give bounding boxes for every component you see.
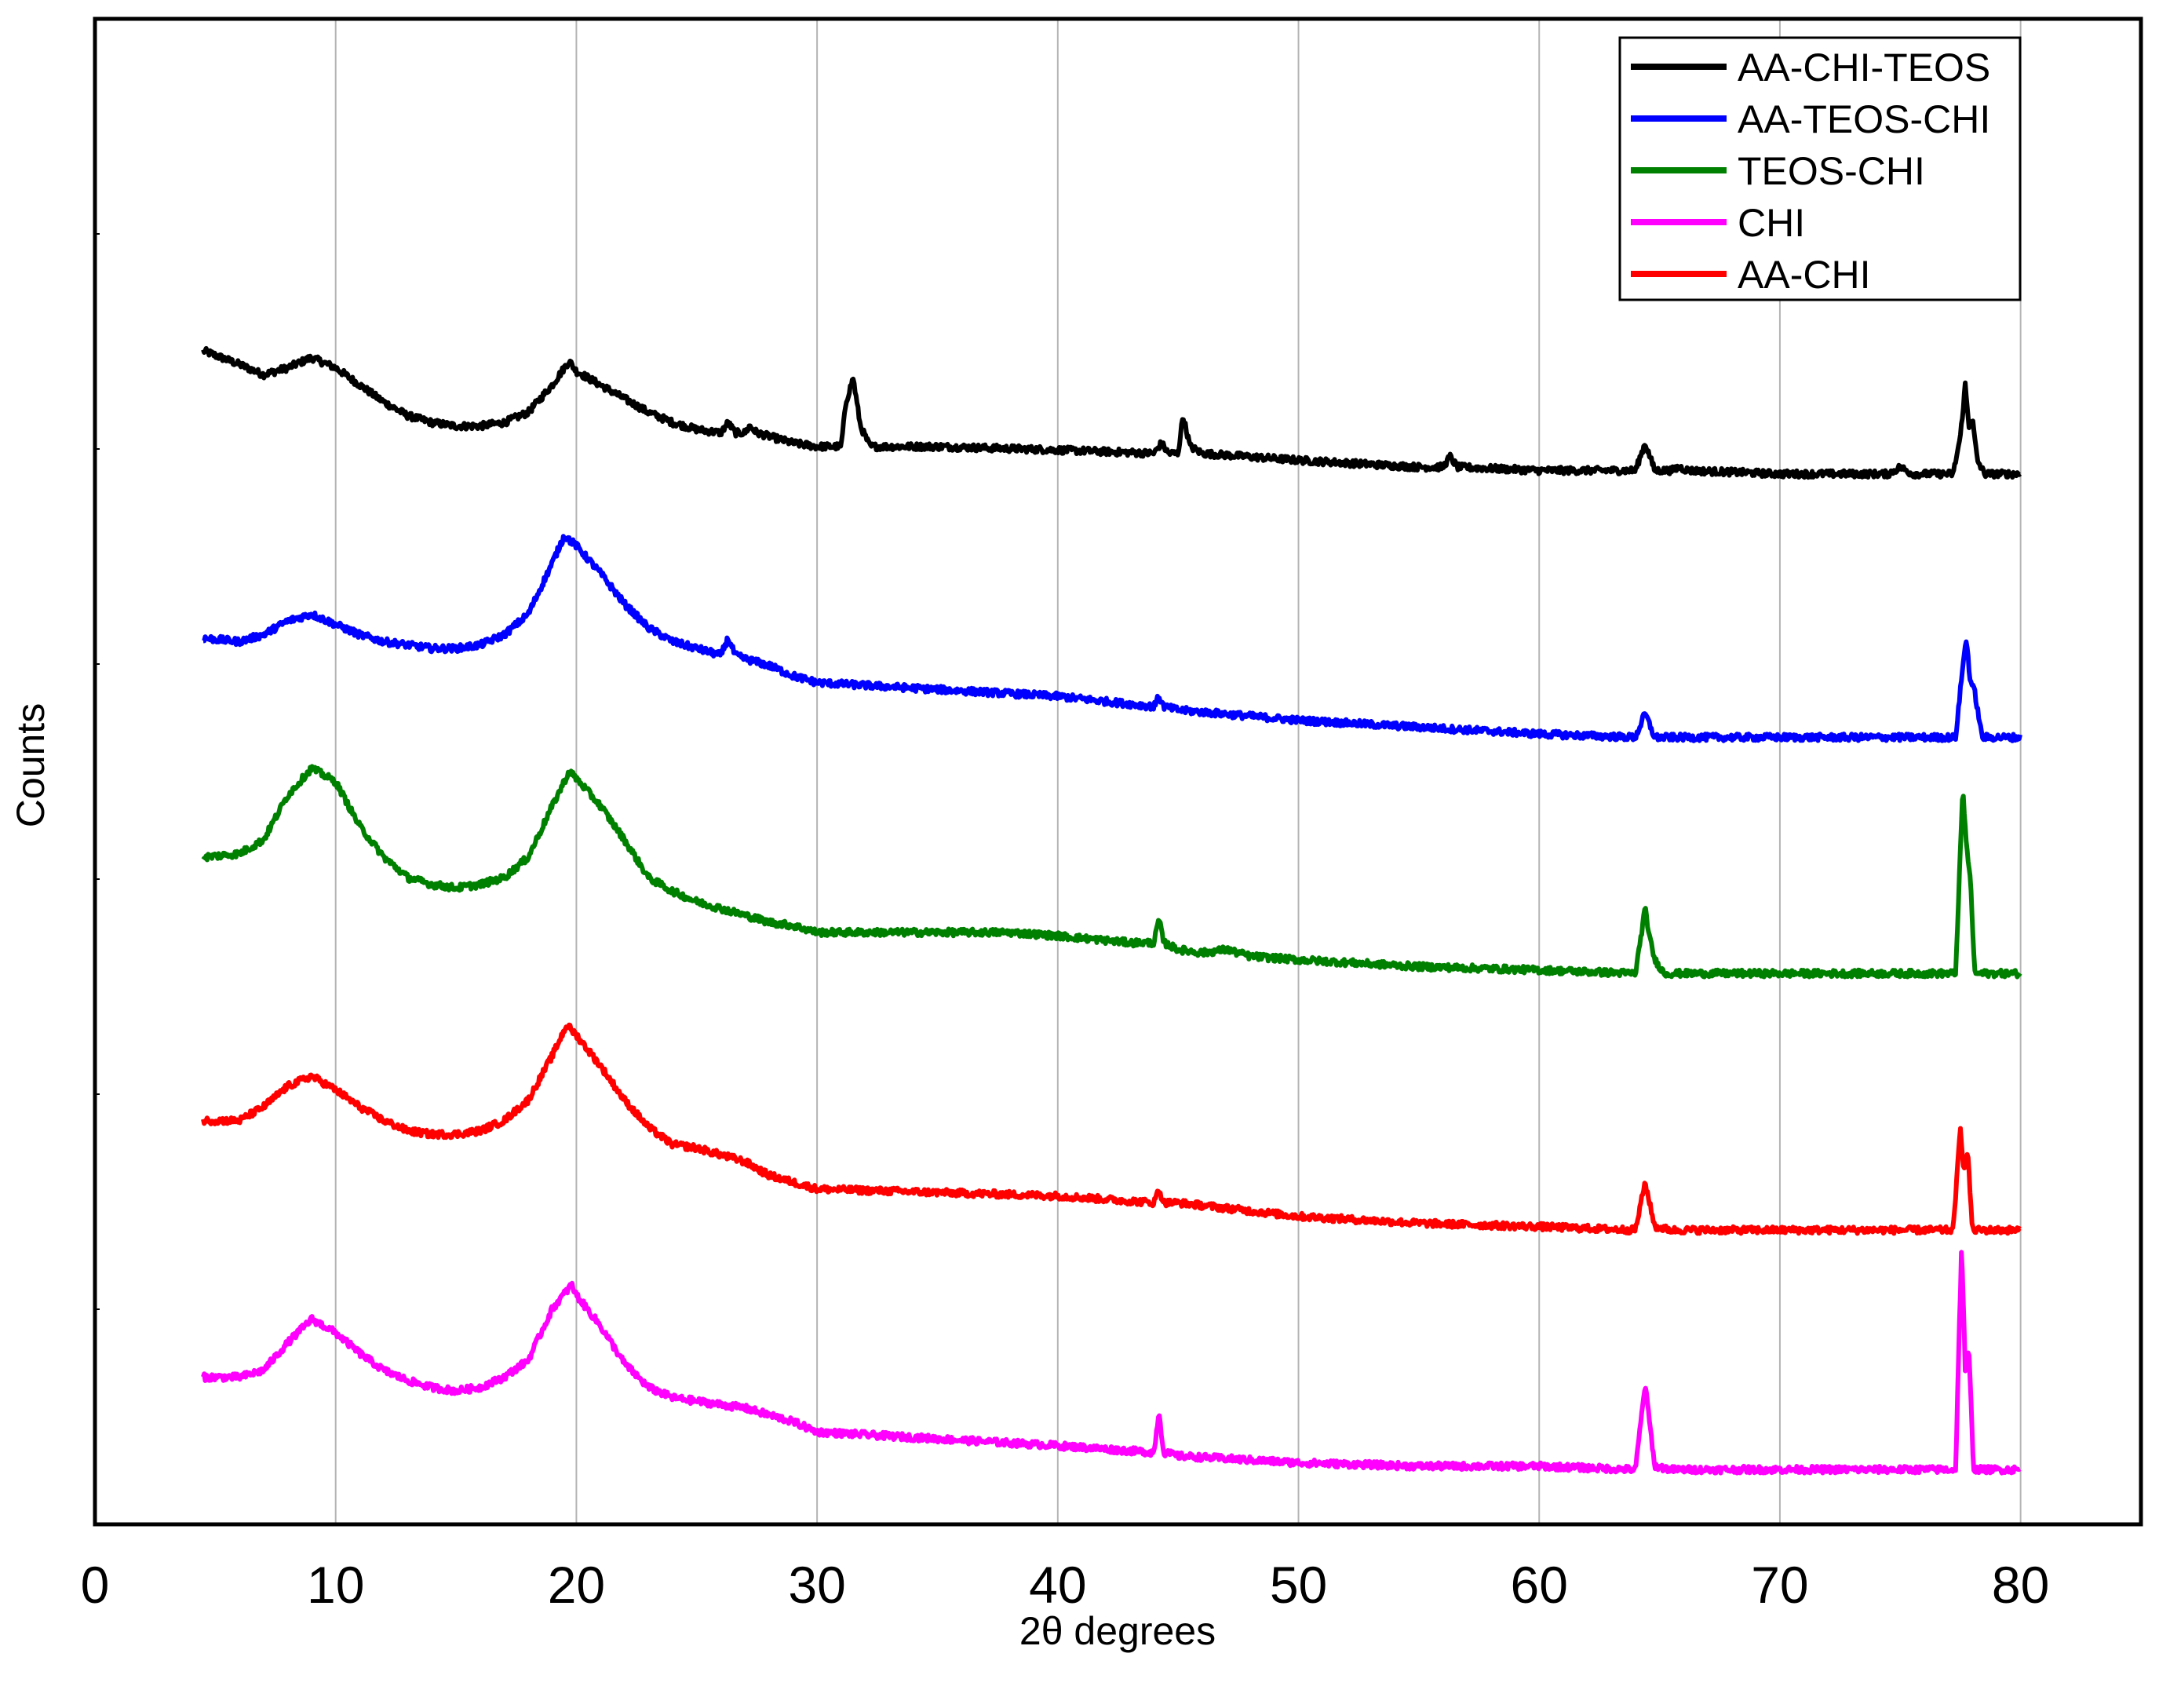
x-tick-label: 40 bbox=[1029, 1556, 1086, 1614]
x-tick-label: 30 bbox=[788, 1556, 845, 1614]
series-line-aa-chi-teos bbox=[201, 345, 2022, 480]
x-tick-label: 80 bbox=[1992, 1556, 2049, 1614]
legend: AA-CHI-TEOS AA-TEOS-CHI TEOS-CHI CHI AA-CHI bbox=[1618, 36, 2022, 301]
legend-label: TEOS-CHI bbox=[1738, 149, 1925, 193]
x-tick-label: 10 bbox=[307, 1556, 364, 1614]
series-line-aa-teos-chi bbox=[202, 534, 2022, 743]
legend-label: AA-CHI bbox=[1738, 253, 1870, 297]
x-tick-labels: 0 10 20 30 40 50 60 70 80 bbox=[81, 1556, 2050, 1614]
legend-label: AA-CHI-TEOS bbox=[1738, 46, 1990, 89]
series-line-chi bbox=[201, 1250, 2022, 1476]
series-line-teos-chi bbox=[201, 764, 2022, 980]
x-tick-label: 0 bbox=[81, 1556, 110, 1614]
legend-label: AA-TEOS-CHI bbox=[1738, 97, 1990, 141]
x-tick-label: 50 bbox=[1270, 1556, 1327, 1614]
series-group bbox=[201, 345, 2022, 1476]
y-tick-marks bbox=[95, 18, 100, 1525]
y-axis-label: Counts bbox=[9, 703, 53, 827]
series-line-aa-chi bbox=[201, 1022, 2022, 1236]
x-tick-label: 60 bbox=[1511, 1556, 1568, 1614]
x-tick-label: 70 bbox=[1751, 1556, 1808, 1614]
plot-frame bbox=[93, 16, 2143, 1527]
x-tick-label: 20 bbox=[548, 1556, 605, 1614]
legend-label: CHI bbox=[1738, 201, 1805, 245]
x-axis-label: 2θ degrees bbox=[1019, 1609, 1216, 1653]
